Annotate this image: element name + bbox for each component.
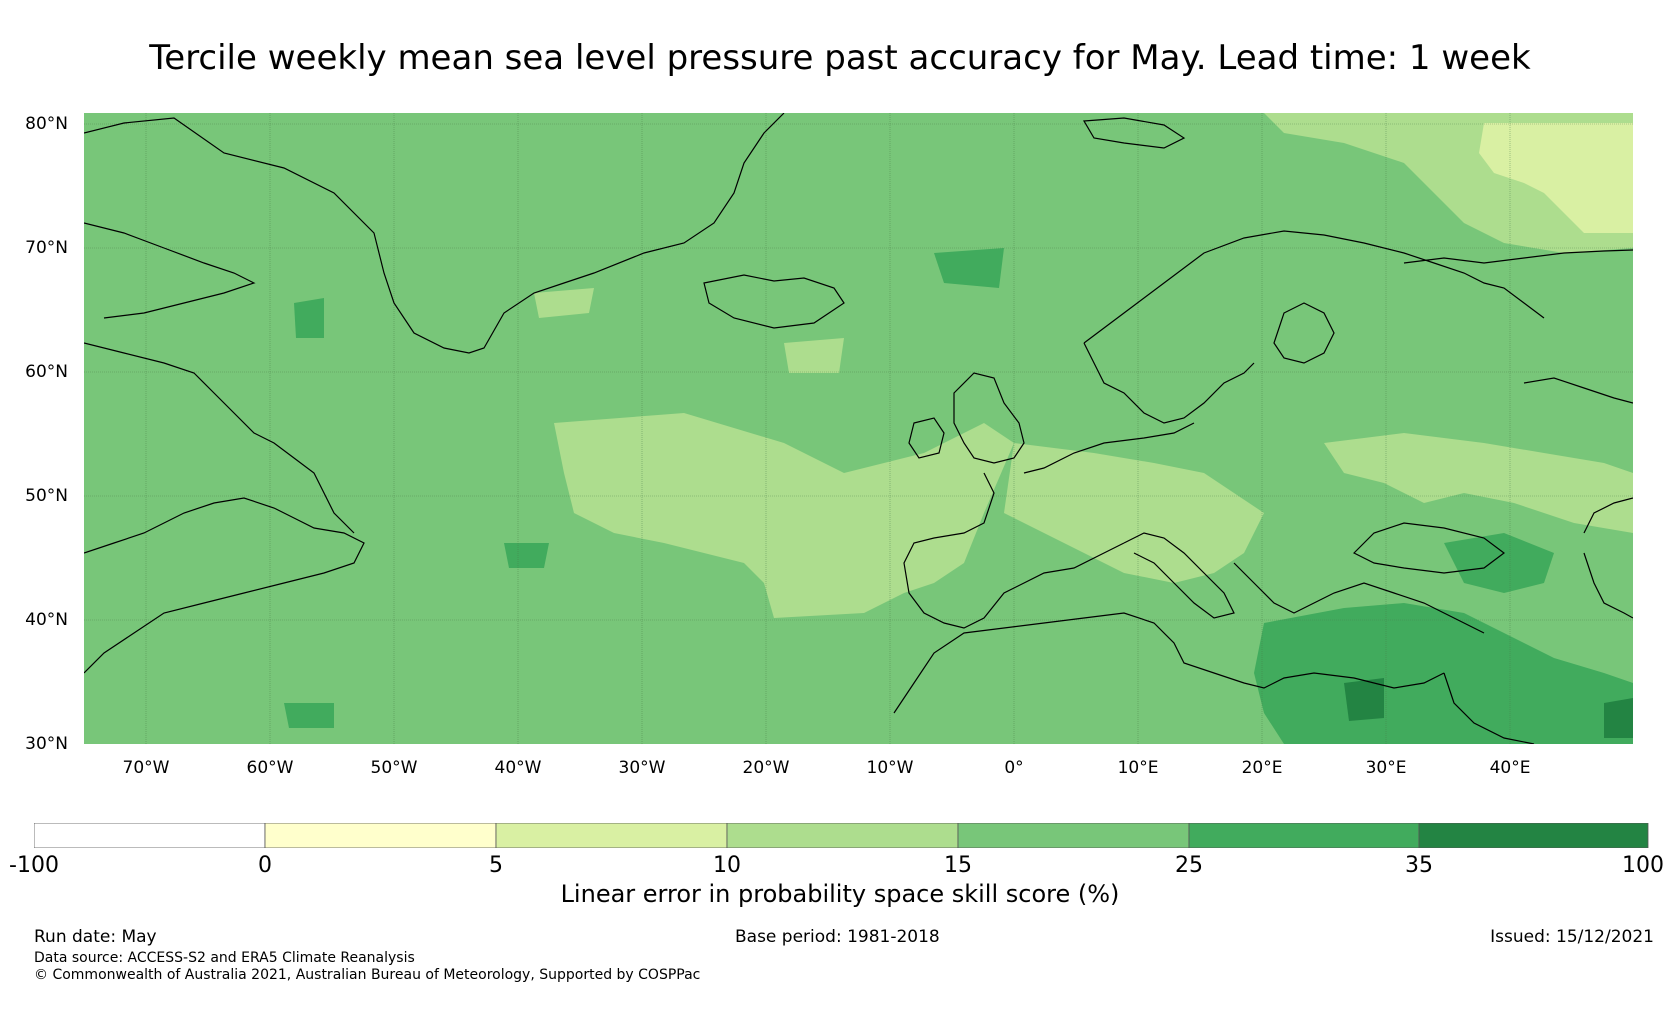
lon-label-40w: 40°W: [494, 758, 542, 778]
lon-label-0: 0°: [1004, 758, 1024, 778]
coast-caspian-2: [1583, 552, 1633, 619]
region-barents-sea: [1479, 123, 1633, 233]
colorbar: [34, 823, 1649, 848]
coast-iceland: [703, 274, 845, 329]
region-levant-core: [1344, 678, 1384, 721]
region-north-atlantic-central: [554, 413, 1014, 618]
coast-greenland: [84, 113, 785, 354]
coast-russia-east: [1523, 377, 1633, 404]
lon-label-30w: 30°W: [618, 758, 666, 778]
region-small-patch-1: [534, 288, 594, 318]
skill-map: [84, 113, 1633, 744]
base-period: Base period: 1981-2018: [735, 927, 940, 947]
coast-balkans: [1233, 562, 1485, 634]
lat-label-70n: 70°N: [25, 238, 68, 258]
lon-label-50w: 50°W: [370, 758, 418, 778]
coast-black-sea: [1352, 522, 1505, 574]
colorbar-svg: [34, 823, 1649, 848]
coast-labrador: [84, 342, 355, 534]
lat-label-80n: 80°N: [25, 114, 68, 134]
region-small-patch-4: [934, 248, 1004, 288]
coast-norway-south: [1083, 342, 1255, 424]
coast-italy: [1123, 532, 1235, 619]
coast-ireland: [908, 417, 945, 459]
region-small-patch-5: [504, 543, 549, 568]
lat-label-40n: 40°N: [25, 610, 68, 630]
graticule: [84, 113, 1633, 744]
colorbar-segment-0-5: [264, 823, 497, 848]
copyright: © Commonwealth of Australia 2021, Austra…: [34, 967, 701, 983]
lat-label-60n: 60°N: [25, 362, 68, 382]
region-small-patch-3: [294, 298, 324, 338]
colorbar-segment-10-15: [726, 823, 959, 848]
lon-label-20w: 20°W: [742, 758, 790, 778]
lon-label-20e: 20°E: [1241, 758, 1283, 778]
colorbar-tick-neg100: -100: [9, 853, 59, 878]
lat-label-30n: 30°N: [25, 734, 68, 754]
region-western-europe: [1004, 443, 1264, 583]
skill-map-svg: [84, 113, 1633, 744]
data-source: Data source: ACCESS-S2 and ERA5 Climate …: [34, 950, 415, 966]
chart-title: Tercile weekly mean sea level pressure p…: [149, 38, 1531, 78]
colorbar-tick-25: 25: [1175, 853, 1203, 878]
lon-label-10w: 10°W: [866, 758, 914, 778]
colorbar-tick-100: 100: [1622, 853, 1664, 878]
colorbar-tick-0: 0: [258, 853, 272, 878]
coast-levant: [1443, 672, 1535, 744]
colorbar-segment-25-35: [1188, 823, 1420, 848]
coast-north-africa: [893, 612, 1445, 714]
colorbar-tick-5: 5: [489, 853, 503, 878]
coast-russia-north: [1403, 249, 1633, 264]
lon-label-40e: 40°E: [1489, 758, 1531, 778]
colorbar-tick-10: 10: [713, 853, 741, 878]
colorbar-tick-35: 35: [1405, 853, 1433, 878]
lon-label-30e: 30°E: [1365, 758, 1407, 778]
coast-caspian: [1583, 497, 1633, 534]
coast-svalbard: [1082, 117, 1186, 149]
run-date: Run date: May: [34, 927, 157, 947]
colorbar-label: Linear error in probability space skill …: [560, 880, 1120, 908]
coast-france-spain: [903, 472, 1125, 629]
coastlines: [84, 113, 1633, 744]
colorbar-segment-35-100: [1418, 823, 1649, 848]
lon-label-70w: 70°W: [122, 758, 170, 778]
lat-label-50n: 50°N: [25, 486, 68, 506]
issued-date: Issued: 15/12/2021: [1490, 927, 1654, 947]
colorbar-segment-15-25: [957, 823, 1190, 848]
lon-label-60w: 60°W: [246, 758, 294, 778]
lon-label-10e: 10°E: [1117, 758, 1159, 778]
coast-britain: [953, 372, 1025, 464]
coast-finland: [1273, 302, 1335, 364]
coast-scandinavia: [1083, 230, 1545, 344]
coast-europe-west: [1023, 422, 1195, 474]
coast-canada-east: [84, 497, 365, 674]
region-small-patch-2: [784, 338, 844, 373]
region-caspian-core: [1604, 698, 1633, 738]
region-small-patch-6: [284, 703, 334, 728]
region-black-sea-east: [1444, 533, 1554, 593]
colorbar-segment-neg100-0: [34, 823, 266, 848]
coast-baffin: [84, 222, 256, 319]
colorbar-tick-15: 15: [944, 853, 972, 878]
colorbar-segment-5-10: [495, 823, 728, 848]
region-eastern-europe: [1324, 433, 1633, 533]
